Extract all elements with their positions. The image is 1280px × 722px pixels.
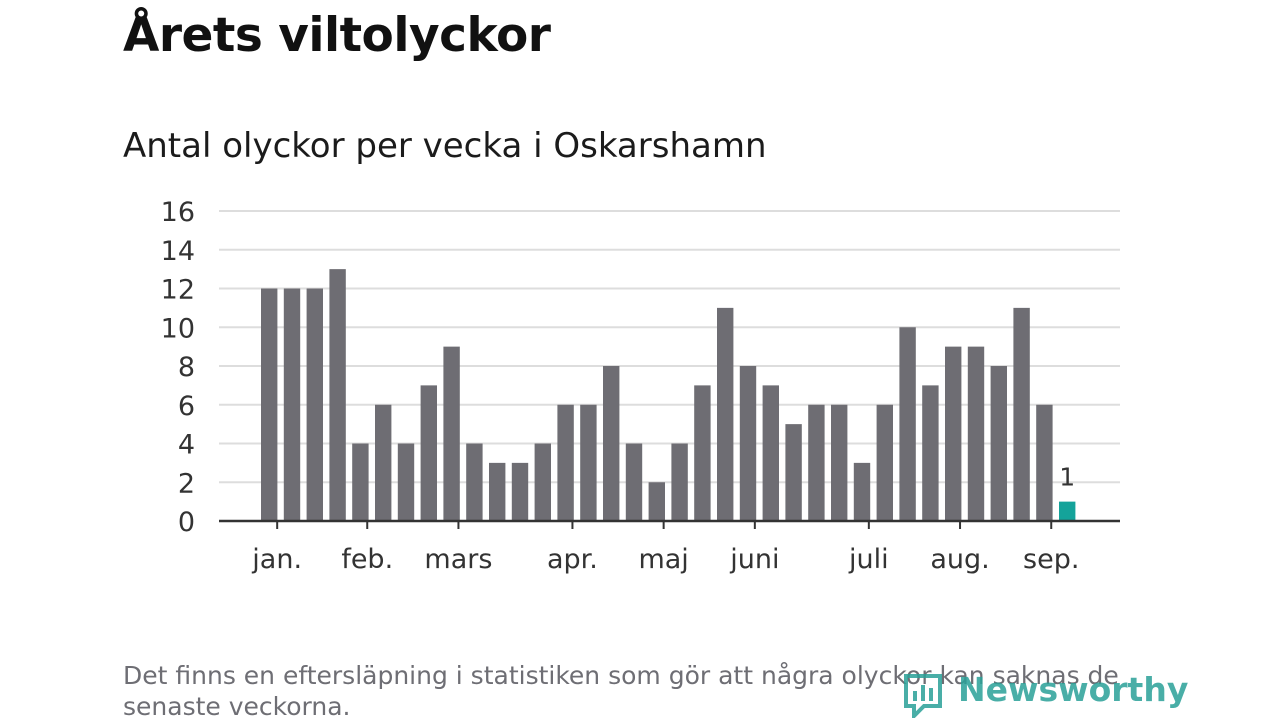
bar	[967, 346, 985, 521]
bar-highlighted	[1059, 501, 1076, 521]
bar	[375, 404, 392, 521]
x-tick-label: jan.	[251, 544, 302, 575]
y-tick-label: 12	[161, 275, 195, 306]
bar	[603, 366, 620, 521]
bar	[853, 462, 871, 521]
newsworthy-logo-icon	[904, 674, 942, 718]
bars	[261, 269, 1076, 521]
tick-labels: 0 2 4 6 8 10 12 14 16 1 jan. feb. mars apr. maj juni jul…	[161, 197, 1080, 575]
bar	[831, 404, 848, 521]
bar	[671, 443, 688, 521]
bar	[762, 385, 779, 521]
bar	[329, 269, 346, 521]
bar	[739, 366, 757, 521]
y-tick-label: 2	[178, 468, 195, 499]
bar	[945, 346, 962, 521]
bar	[648, 482, 665, 521]
bar	[352, 443, 369, 521]
y-tick-label: 16	[161, 197, 195, 228]
bar	[1036, 404, 1053, 521]
bar	[876, 404, 893, 521]
bar	[899, 327, 916, 521]
x-tick-label: sep.	[1023, 544, 1079, 575]
x-tick-label: feb.	[341, 544, 393, 575]
bar	[785, 424, 802, 521]
bar	[808, 404, 825, 521]
y-tick-label: 0	[178, 507, 195, 538]
x-tick-label: maj	[638, 544, 688, 575]
bar	[466, 443, 483, 521]
x-tick-label: aug.	[930, 544, 989, 575]
footnote: Det finns en eftersläpning i statistiken…	[123, 661, 1119, 721]
bar	[261, 288, 278, 521]
bar	[489, 462, 506, 521]
bar	[283, 288, 301, 521]
bar	[534, 443, 551, 521]
x-tick-label: juni	[729, 544, 779, 575]
bar	[717, 307, 734, 521]
x-tick-label: mars	[424, 544, 492, 575]
bar	[1013, 307, 1030, 521]
brand-logo: Newsworthy	[902, 670, 1188, 720]
y-tick-label: 8	[178, 352, 195, 383]
brand-name: Newsworthy	[958, 670, 1189, 709]
y-tick-label: 14	[161, 236, 195, 267]
x-tick-label: apr.	[547, 544, 598, 575]
x-tick-label: juli	[848, 544, 889, 575]
data-label: 1	[1059, 463, 1075, 492]
y-tick-label: 6	[178, 391, 195, 422]
bar	[443, 346, 460, 521]
bar	[511, 462, 529, 521]
bar	[306, 288, 323, 521]
x-axis	[219, 519, 1120, 529]
y-tick-label: 10	[161, 313, 195, 344]
chart-subtitle: Antal olyckor per vecka i Oskarshamn	[123, 126, 767, 166]
y-tick-label: 4	[178, 430, 195, 461]
bar	[990, 366, 1007, 521]
grid-lines	[219, 210, 1120, 484]
bar	[397, 443, 415, 521]
bar	[420, 385, 437, 521]
bar-chart: 0 2 4 6 8 10 12 14 16 1 jan. feb. mars apr. maj juni jul…	[161, 197, 1120, 575]
chart-title: Årets viltolyckor	[123, 8, 551, 63]
bar	[625, 443, 643, 521]
bar	[694, 385, 711, 521]
bar	[580, 404, 597, 521]
bar	[922, 385, 939, 521]
bar	[557, 404, 574, 521]
